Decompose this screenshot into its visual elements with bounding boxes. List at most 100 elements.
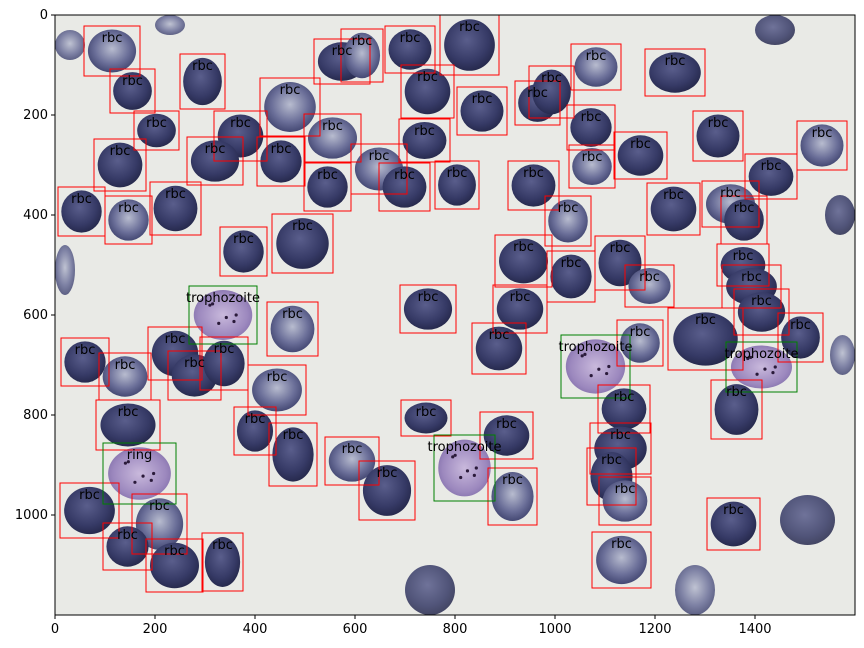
red-blood-cell [343, 32, 381, 79]
red-blood-cell [61, 190, 102, 233]
parasite-dot [453, 453, 457, 457]
rbc-bounding-box [568, 144, 616, 189]
parasite-dot [126, 460, 130, 464]
x-tick-label: 0 [51, 622, 59, 637]
parasite-dot [583, 352, 587, 356]
red-blood-cell [106, 526, 149, 567]
rbc-label: rbc [230, 116, 251, 131]
rbc-label: rbc [665, 54, 686, 69]
rbc-label: rbc [146, 116, 167, 131]
y-axis: 0 200 400 600 800 1000 [15, 8, 55, 523]
rbc-bounding-box [597, 384, 651, 434]
rbc-bounding-box [514, 80, 561, 126]
rbc-bounding-box [131, 493, 188, 555]
rbc-label: rbc [541, 71, 562, 86]
rbc-label: rbc [610, 241, 631, 256]
rbc-bounding-box [83, 25, 141, 77]
parasite-dot [589, 373, 593, 378]
rbc-bounding-box [613, 131, 668, 180]
rbc-bounding-box [456, 86, 508, 136]
rbc-label: rbc [164, 544, 185, 559]
rbc-bounding-box [471, 322, 527, 375]
rbc-label: rbc [75, 343, 96, 358]
rbc-bounding-box [400, 399, 452, 437]
rbc-bounding-box [303, 113, 362, 163]
rbc-label: rbc [79, 488, 100, 503]
rbc-bounding-box [439, 15, 500, 76]
red-blood-cell [236, 410, 274, 452]
rbc-label: rbc [751, 294, 772, 309]
rbc-bounding-box [149, 181, 202, 236]
red-blood-cell [135, 498, 184, 550]
red-blood-cell [696, 114, 740, 158]
rbc-bounding-box [313, 38, 371, 85]
rbc-label: rbc [812, 126, 833, 141]
rbc-label: rbc [695, 313, 716, 328]
red-blood-cell [601, 388, 647, 430]
rbc-label: rbc [332, 44, 353, 59]
red-blood-cell [307, 166, 348, 208]
rbc-bounding-box [624, 264, 675, 308]
rbc-bounding-box [777, 312, 824, 363]
rbc-bounding-box [266, 301, 319, 357]
parasite-dot [224, 315, 228, 320]
rbc-bounding-box [646, 182, 701, 236]
red-blood-cell [475, 326, 523, 371]
red-blood-cell [252, 368, 302, 412]
rbc-bounding-box [598, 476, 652, 526]
ring-bounding-box [102, 442, 177, 505]
red-blood-cell [388, 29, 432, 70]
red-blood-cell [496, 288, 544, 330]
rbc-bounding-box [104, 195, 153, 245]
rbc-label: rbc [761, 159, 782, 174]
rbc-bounding-box [268, 422, 318, 487]
rbc-label: rbc [118, 405, 139, 420]
rbc-bounding-box [710, 379, 763, 440]
red-blood-cell [673, 312, 738, 366]
rbc-bounding-box [570, 43, 622, 91]
rbc-label: rbc [212, 538, 233, 553]
rbc-bounding-box [706, 497, 761, 551]
rbc-label: rbc [733, 249, 754, 264]
y-tick-label: 400 [23, 208, 48, 223]
background-cell [55, 245, 75, 295]
rbc-label: rbc [708, 116, 729, 131]
rbc-bounding-box [259, 77, 321, 137]
rbc-label: rbc [502, 473, 523, 488]
rbc-bounding-box [384, 25, 436, 74]
rbc-bounding-box [667, 307, 744, 371]
red-blood-cell [362, 465, 412, 516]
trophozoite-bounding-box [433, 434, 496, 502]
parasite-dot [773, 365, 777, 369]
parasite-dot [472, 473, 476, 477]
rbc-label: rbc [790, 318, 811, 333]
rbc-bounding-box [358, 460, 416, 521]
ring-label: ring [127, 448, 152, 463]
rbc-label: rbc [271, 142, 292, 157]
rbc-label: rbc [122, 74, 143, 89]
parasite-dot [755, 372, 759, 376]
rbc-bounding-box [487, 467, 538, 526]
rbc-label: rbc [472, 92, 493, 107]
rbc-label: rbc [394, 168, 415, 183]
parasite-dot [141, 474, 145, 478]
parasite-dot [749, 355, 753, 359]
red-blood-cell [444, 19, 495, 71]
rbc-bounding-box [247, 364, 307, 416]
rbc-label: rbc [741, 270, 762, 285]
rbc-bounding-box [378, 162, 431, 212]
rbc-label: rbc [416, 405, 437, 420]
rbc-label: rbc [496, 417, 517, 432]
red-blood-cell [748, 157, 794, 196]
rbc-label: rbc [71, 192, 92, 207]
rbc-label: rbc [377, 466, 398, 481]
rbc-bounding-box [93, 138, 147, 192]
parasite-dot [605, 371, 609, 376]
rbc-label: rbc [510, 290, 531, 305]
red-blood-cell [203, 340, 245, 387]
red-blood-cell [276, 218, 329, 269]
red-blood-cell [64, 341, 106, 383]
rbc-label: rbc [734, 201, 755, 216]
red-blood-cell [438, 164, 476, 206]
background-cell [675, 565, 715, 615]
